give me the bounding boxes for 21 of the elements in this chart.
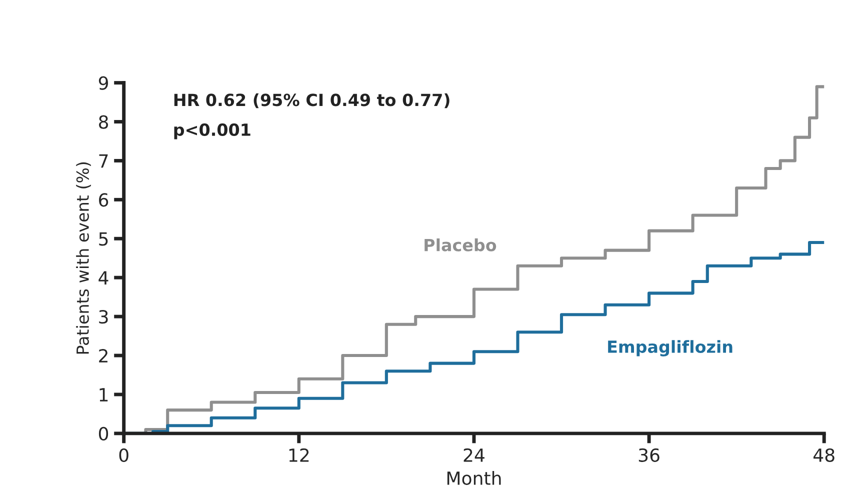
y-tick-label: 7 xyxy=(99,154,108,168)
series-label: Empagliflozin xyxy=(608,340,732,356)
x-axis-title: Month xyxy=(447,471,501,486)
series-label: Placebo xyxy=(424,238,496,252)
x-tick-label: 0 xyxy=(119,448,128,462)
y-tick-label: 3 xyxy=(99,310,108,324)
y-tick-label: 8 xyxy=(98,115,108,129)
y-axis-title: Patients with event (%) xyxy=(76,162,91,354)
y-tick-label: 2 xyxy=(99,348,108,362)
y-tick-label: 1 xyxy=(100,388,108,402)
x-tick-label: 12 xyxy=(289,448,309,462)
y-tick-label: 4 xyxy=(98,271,108,284)
x-tick-label: 36 xyxy=(638,448,660,462)
y-tick-label: 0 xyxy=(98,426,108,441)
x-tick-label: 48 xyxy=(814,448,834,462)
y-tick-label: 6 xyxy=(99,193,108,207)
x-tick-label: 24 xyxy=(464,448,484,462)
y-tick-label: 5 xyxy=(99,232,108,246)
y-tick-label: 9 xyxy=(98,76,108,90)
annotation: p<0.001 xyxy=(174,123,250,140)
annotation: HR 0.62 (95% CI 0.49 to 0.77) xyxy=(174,93,450,108)
